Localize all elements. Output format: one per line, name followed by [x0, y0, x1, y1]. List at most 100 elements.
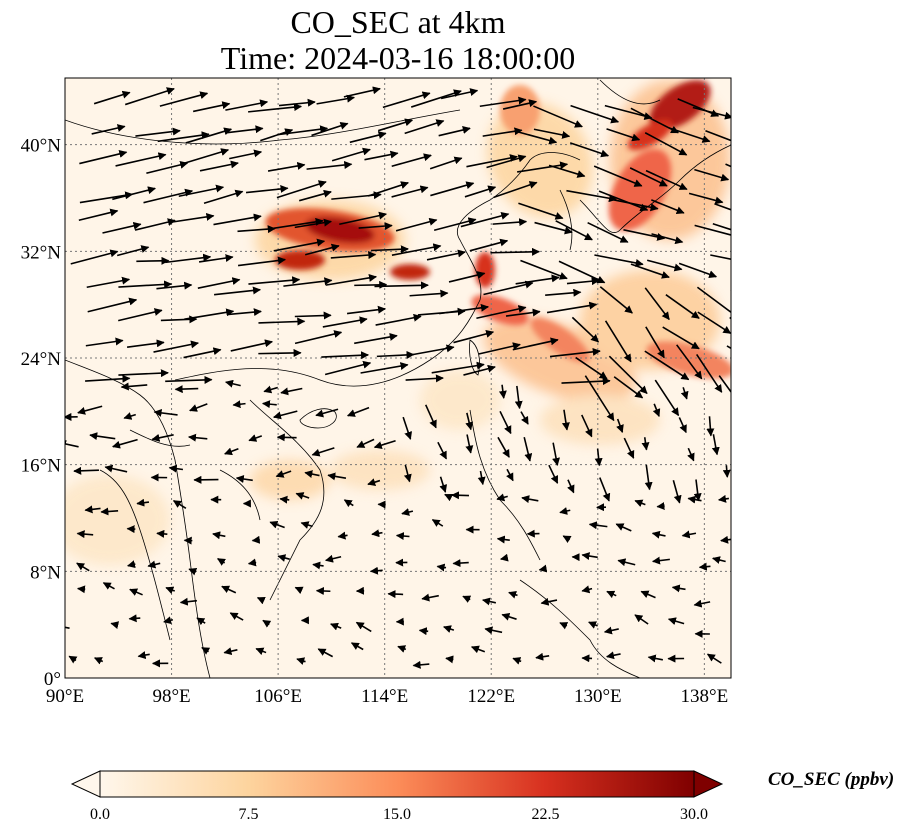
wind-arrow [156, 281, 193, 290]
wind-arrow [165, 375, 213, 384]
wind-arrow [331, 147, 371, 162]
wind-arrow [588, 621, 598, 629]
lat-tick-label: 32°N [21, 242, 62, 263]
wind-arrow [163, 616, 174, 625]
wind-arrow [330, 251, 377, 260]
wind-arrow [736, 130, 788, 141]
wind-arrow [479, 96, 527, 108]
wind-arrow [714, 203, 731, 211]
wind-arrow [439, 476, 448, 493]
wind-arrow [603, 626, 619, 635]
wind-arrow [184, 308, 235, 320]
colorbar-gradient [100, 771, 694, 797]
wind-arrow [315, 408, 339, 418]
wind-arrow [598, 190, 649, 212]
wind-arrow [729, 316, 731, 320]
lon-tick-label: 114°E [361, 686, 408, 707]
wind-arrow [395, 217, 438, 232]
wind-arrow [183, 148, 230, 165]
wind-arrow [439, 303, 489, 315]
wind-arrow [469, 238, 509, 252]
wind-arrow [694, 168, 730, 182]
wind-arrow [115, 152, 167, 167]
wind-arrow [367, 181, 409, 197]
wind-arrow [275, 470, 292, 478]
colorbar-tick-label: 0.0 [90, 806, 110, 823]
wind-arrow [575, 356, 608, 380]
wind-arrow [311, 121, 349, 137]
wind-arrow [630, 263, 670, 279]
wind-arrow [405, 374, 444, 383]
wind-arrow [492, 218, 528, 227]
wind-arrow [91, 124, 126, 135]
wind-arrow [656, 502, 665, 511]
wind-arrow [548, 464, 559, 484]
wind-arrow [159, 91, 209, 107]
wind-arrow [349, 131, 387, 144]
wind-arrow [593, 165, 643, 187]
wind-arrow [160, 315, 198, 324]
wind-arrow [540, 597, 558, 606]
wind-arrow [477, 470, 486, 486]
wind-arrow [189, 403, 208, 412]
wind-arrow [229, 149, 263, 160]
wind-arrow [546, 301, 598, 314]
lat-tick-label: 0° [44, 669, 61, 690]
wind-arrow [251, 535, 261, 544]
wind-arrow [500, 553, 509, 562]
wind-arrow [667, 617, 685, 625]
wind-arrow [214, 286, 261, 296]
wind-arrow [722, 465, 731, 478]
wind-arrow [693, 479, 702, 502]
wind-arrow [561, 409, 570, 431]
wind-arrow [594, 448, 603, 467]
wind-arrow [538, 564, 548, 573]
wind-arrow [676, 344, 703, 380]
lon-tick-label: 130°E [574, 686, 622, 707]
wind-arrow [146, 160, 189, 174]
wind-arrow [548, 164, 586, 178]
wind-arrow [486, 154, 527, 169]
wind-arrow [644, 464, 653, 491]
wind-arrow [255, 647, 267, 656]
wind-vectors [65, 86, 788, 669]
wind-arrow [737, 101, 765, 117]
wind-arrow [706, 653, 722, 664]
wind-arrow [523, 437, 533, 462]
wind-arrow [594, 254, 644, 267]
wind-arrow [678, 262, 718, 279]
wind-arrow [496, 535, 510, 544]
wind-arrow [640, 590, 656, 599]
colorbar-tick-label: 7.5 [238, 806, 259, 823]
wind-arrow [294, 218, 332, 229]
wind-arrow [346, 406, 370, 417]
wind-arrow [343, 86, 381, 98]
wind-arrow [225, 125, 264, 134]
wind-arrow [482, 127, 523, 137]
wind-arrow [505, 308, 541, 317]
wind-arrow [476, 305, 527, 320]
wind-arrow [77, 405, 103, 415]
wind-arrow [647, 654, 663, 663]
wind-arrow [183, 347, 222, 359]
wind-arrow [465, 434, 474, 454]
wind-arrow [70, 249, 119, 265]
wind-arrow [506, 468, 514, 482]
wind-arrow [174, 385, 199, 394]
wind-arrow [93, 657, 104, 665]
wind-arrow [497, 436, 510, 458]
wind-arrow [697, 311, 731, 334]
colorbar-min-extend [70, 770, 101, 798]
wind-arrow [76, 562, 90, 572]
wind-arrow [354, 280, 388, 289]
wind-arrow [438, 126, 471, 137]
lat-tick-label: 24°N [21, 349, 62, 370]
wind-arrow [235, 475, 253, 483]
wind-arrow [613, 376, 644, 399]
wind-arrow [298, 189, 332, 202]
wind-arrow [668, 127, 711, 143]
wind-arrow [453, 329, 495, 344]
wind-arrow [199, 160, 239, 172]
wind-arrow [123, 412, 136, 420]
lon-tick-label: 106°E [254, 686, 302, 707]
